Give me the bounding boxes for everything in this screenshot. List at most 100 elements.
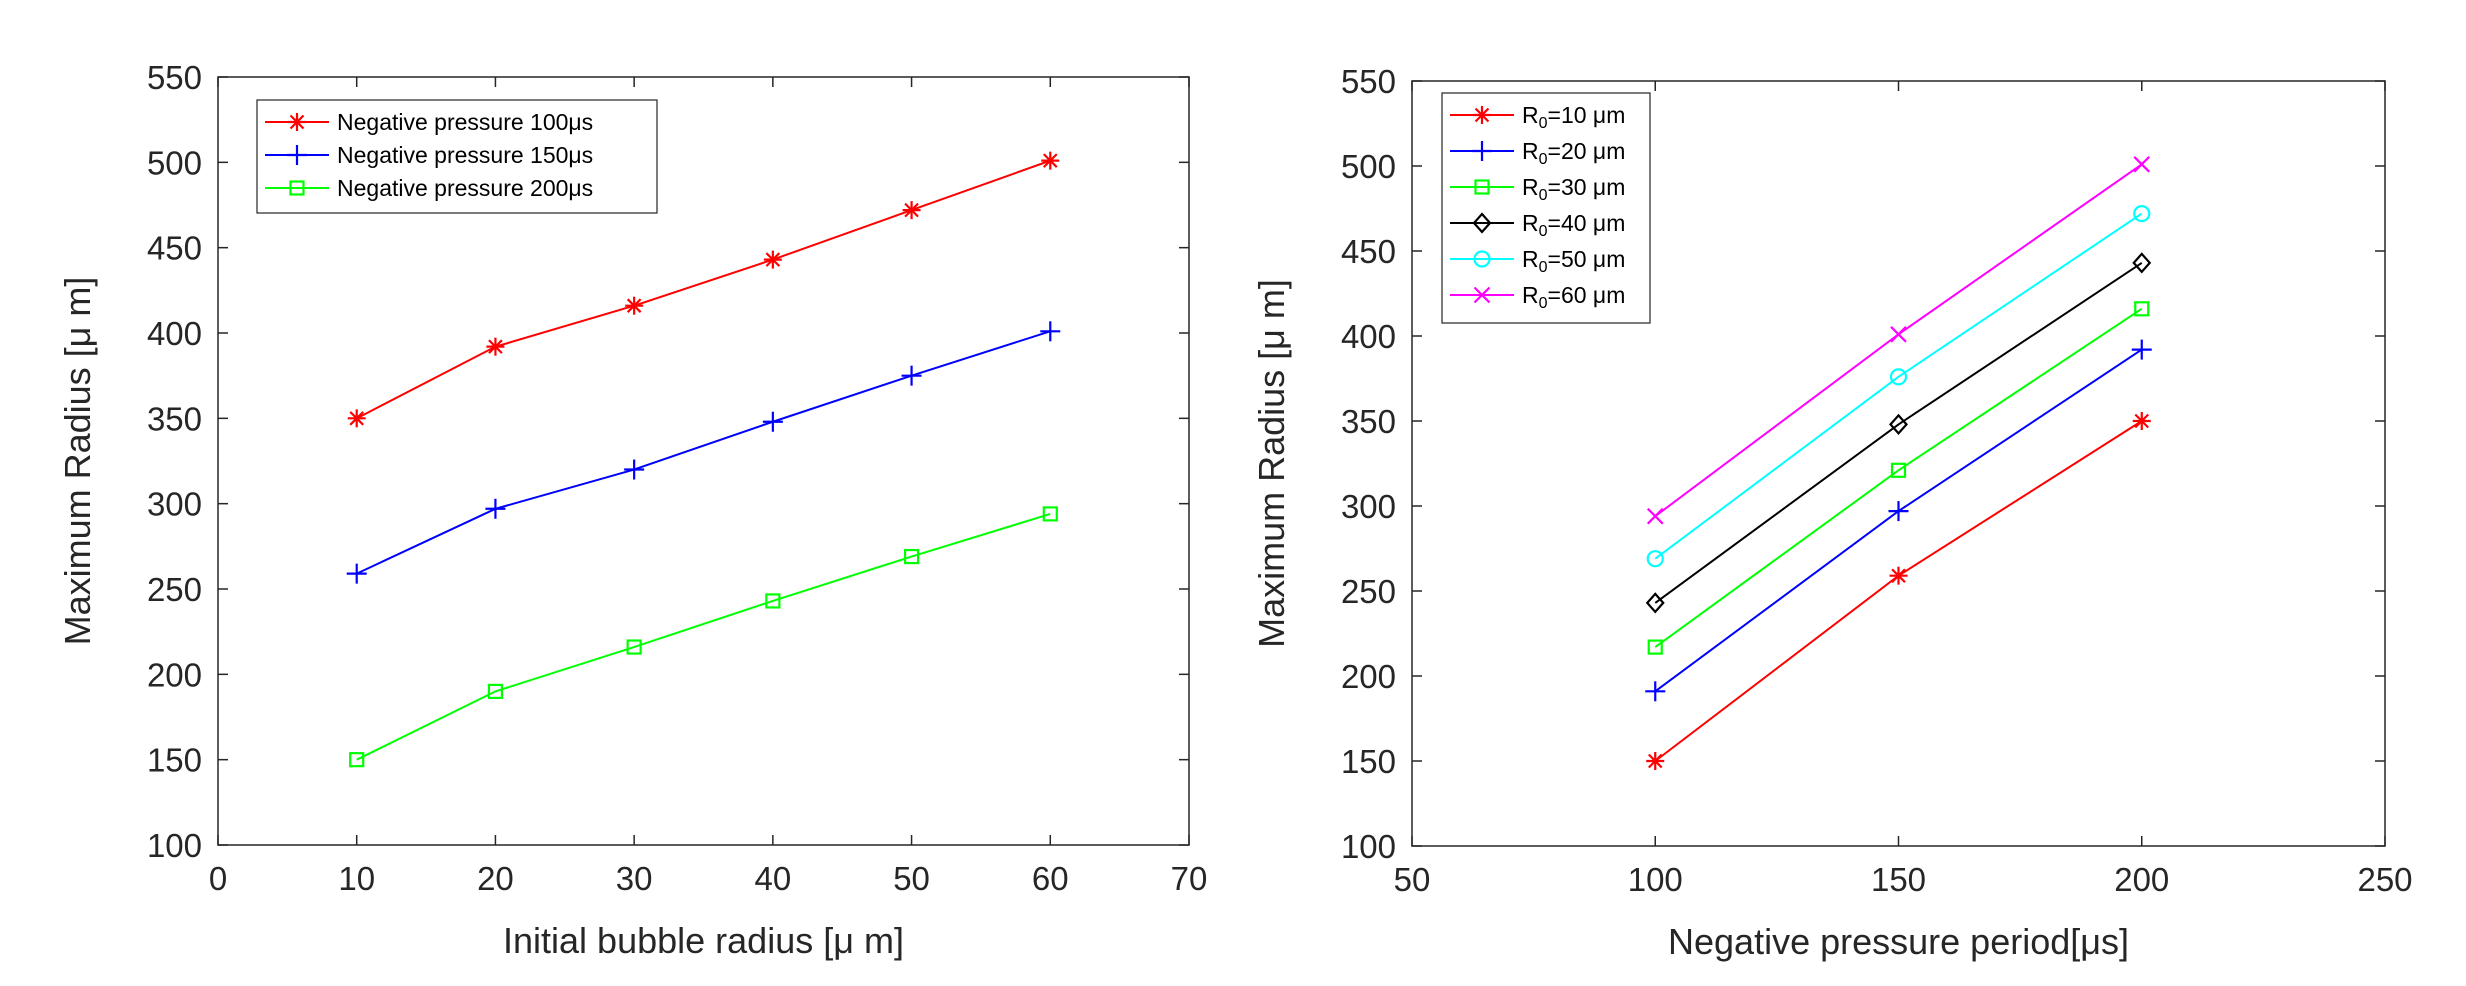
legend-label: R0=40 μm <box>1522 210 1625 240</box>
x-tick-label: 50 <box>893 860 930 897</box>
y-tick-label: 300 <box>1341 488 1396 525</box>
legend-item: Negative pressure 150μs <box>265 142 593 168</box>
data-point <box>486 337 505 356</box>
series-line <box>1654 307 2143 648</box>
y-tick-label: 350 <box>1341 403 1396 440</box>
data-point <box>1646 550 1664 568</box>
legend-item: R0=10 μm <box>1450 102 1625 132</box>
data-point <box>2132 252 2152 274</box>
y-tick-label: 200 <box>147 656 202 693</box>
legend-label: R0=30 μm <box>1522 174 1625 204</box>
y-tick-label: 500 <box>147 144 202 181</box>
y-tick-label: 100 <box>1341 828 1396 865</box>
data-point <box>1040 321 1061 342</box>
legend-marker <box>1474 179 1490 195</box>
legend-label: R0=10 μm <box>1522 102 1625 132</box>
series-3 <box>1647 301 2150 655</box>
y-tick-label: 400 <box>147 315 202 352</box>
data-point <box>902 201 921 220</box>
legend-label: Negative pressure 100μs <box>337 109 593 135</box>
x-tick-label: 100 <box>1628 861 1683 898</box>
legend-label: Negative pressure 200μs <box>337 175 593 201</box>
data-point <box>1646 752 1665 770</box>
series-line <box>356 330 1051 575</box>
legend: Negative pressure 100μs Negative pressure… <box>256 99 658 214</box>
x-tick-label: 10 <box>338 860 375 897</box>
legend-label: Negative pressure 150μs <box>337 142 593 168</box>
data-point <box>349 752 365 768</box>
legend-item: R0=50 μm <box>1450 246 1625 276</box>
series-2 <box>1645 339 2152 702</box>
y-tick-label: 200 <box>1341 658 1396 695</box>
legend-label: R0=60 μm <box>1522 282 1625 312</box>
y-tick-label: 150 <box>1341 743 1396 780</box>
data-point <box>485 498 506 519</box>
x-tick-label: 60 <box>1032 860 1069 897</box>
legend-marker <box>287 145 307 165</box>
legend-marker <box>1472 141 1492 161</box>
data-point <box>763 250 782 269</box>
legend-item: R0=40 μm <box>1450 210 1625 240</box>
y-tick-label: 450 <box>147 230 202 267</box>
data-point <box>626 639 642 655</box>
data-point <box>347 409 366 428</box>
legend-label: R0=20 μm <box>1522 138 1625 168</box>
x-axis-label: Negative pressure period[μs] <box>1668 921 2129 962</box>
legend-marker <box>1472 212 1492 234</box>
data-point <box>2133 205 2151 223</box>
legend-item: Negative pressure 200μs <box>265 175 593 201</box>
y-axis-label: Maximum Radius [μ m] <box>57 277 98 646</box>
data-point <box>1889 413 1908 436</box>
data-point <box>624 459 645 480</box>
x-tick-label: 150 <box>1871 861 1926 898</box>
legend-item: R0=30 μm <box>1450 174 1625 204</box>
data-point <box>1890 326 1907 343</box>
chart-max-radius-vs-pressure-period: 50 100 150 200 25010015020025030035040045050… <box>1251 63 2413 962</box>
data-point <box>1889 566 1908 585</box>
legend-marker <box>289 180 305 196</box>
series-line <box>1654 262 2143 604</box>
y-tick-label: 150 <box>147 742 202 779</box>
y-tick-label: 550 <box>1341 63 1396 100</box>
y-axis-label: Maximum Radius [μ m] <box>1251 279 1292 648</box>
data-point <box>903 548 920 565</box>
legend-label: R0=50 μm <box>1522 246 1625 276</box>
data-point <box>1646 507 1664 525</box>
legend-item: R0=20 μm <box>1450 138 1625 168</box>
series-line <box>1654 212 2143 560</box>
y-tick-label: 250 <box>147 571 202 608</box>
series-line <box>356 512 1051 761</box>
x-axis-label: Initial bubble radius [μ m] <box>503 920 904 961</box>
data-point <box>2132 412 2151 430</box>
series-4 <box>1645 252 2152 614</box>
y-tick-label: 250 <box>1341 573 1396 610</box>
data-point <box>1645 681 1666 702</box>
legend: R0=10 μm R0=20 μm R0=30 μm R0=40 μm R0=50 μm… <box>1441 92 1651 324</box>
legend-marker <box>288 113 306 131</box>
chart-max-radius-vs-initial-radius: 0 10 20 30 40 50 60 70 100 150 200 250 300 350 400 450 5… <box>57 59 1207 961</box>
x-tick-label: 30 <box>616 860 653 897</box>
series-5 <box>1646 205 2151 568</box>
y-tick-label: 500 <box>1341 148 1396 185</box>
series-6 <box>1646 156 2151 525</box>
series-1 <box>347 151 1060 428</box>
data-point <box>1888 501 1909 522</box>
data-point <box>1041 151 1060 170</box>
series-2 <box>346 321 1061 584</box>
x-tick-label: 200 <box>2114 861 2169 898</box>
series-line <box>356 159 1051 420</box>
data-point <box>346 563 367 584</box>
data-point <box>2131 339 2152 360</box>
data-point <box>1889 368 1908 386</box>
data-point <box>487 683 504 700</box>
legend-item: R0=60 μm <box>1450 282 1625 312</box>
x-tick-label: 250 <box>2357 861 2412 898</box>
series-3 <box>349 506 1058 768</box>
data-point <box>2134 301 2150 317</box>
legend-box <box>1441 92 1651 324</box>
data-point <box>1042 506 1058 522</box>
y-tick-label: 100 <box>147 827 202 864</box>
data-point <box>762 411 783 432</box>
data-point <box>901 365 922 386</box>
